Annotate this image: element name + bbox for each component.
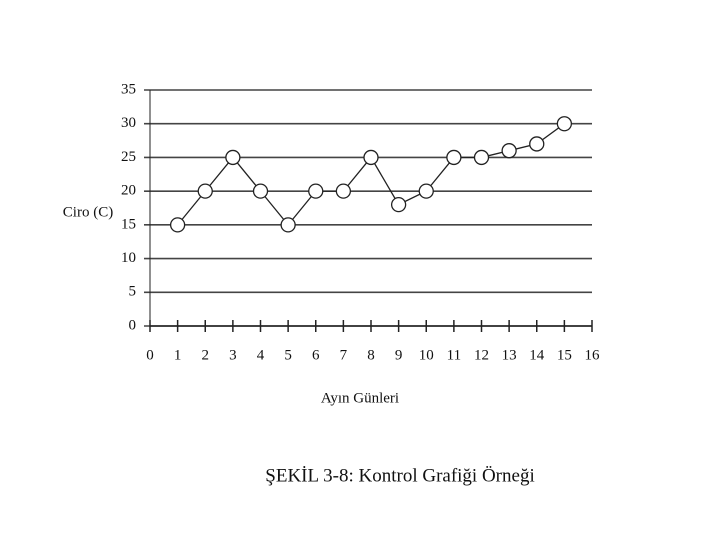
data-point	[252, 183, 269, 199]
x-tick-label: 6	[312, 347, 320, 363]
x-tick-label: 5	[284, 347, 292, 363]
y-tick-label: 25	[121, 149, 136, 165]
x-axis-label: Ayın Günleri	[321, 390, 399, 406]
data-point	[418, 183, 434, 199]
x-tick-label: 3	[229, 347, 237, 363]
y-tick-label: 30	[121, 115, 136, 131]
data-point	[197, 183, 213, 199]
y-tick-label: 5	[129, 284, 137, 300]
x-tick-label: 12	[474, 347, 489, 363]
x-tick-label: 11	[447, 347, 461, 363]
data-point	[556, 116, 573, 132]
data-point	[280, 217, 296, 233]
data-point	[529, 136, 545, 152]
x-tick-label: 7	[340, 347, 348, 363]
x-tick-label: 13	[502, 347, 517, 363]
x-tick-label: 9	[395, 347, 403, 363]
x-tick-label: 0	[146, 347, 154, 363]
y-tick-label: 10	[121, 250, 136, 266]
data-point	[225, 149, 241, 166]
data-point	[363, 149, 379, 166]
x-tick-label: 14	[529, 347, 545, 363]
data-point	[446, 149, 462, 166]
x-tick-label: 15	[557, 347, 572, 363]
caption: ŞEKİL 3-8: Kontrol Grafiği Örneği	[265, 465, 534, 486]
x-tick-label: 16	[585, 347, 601, 363]
y-tick-label: 35	[121, 81, 136, 97]
y-axis-label: Ciro (C)	[63, 204, 113, 220]
y-tick-label: 0	[129, 317, 137, 333]
data-point	[308, 183, 324, 199]
x-tick-label: 2	[202, 347, 210, 363]
data-line	[177, 123, 565, 226]
x-tick-label: 8	[367, 347, 375, 363]
x-tick-label: 4	[257, 347, 265, 363]
data-point	[335, 183, 352, 199]
y-tick-label: 15	[121, 216, 136, 232]
y-tick-label: 20	[121, 183, 136, 199]
data-point	[473, 149, 490, 166]
data-point	[390, 196, 407, 213]
x-tick-label: 10	[419, 347, 434, 363]
data-point	[169, 217, 186, 233]
data-point	[501, 143, 517, 159]
x-tick-label: 1	[174, 347, 182, 363]
